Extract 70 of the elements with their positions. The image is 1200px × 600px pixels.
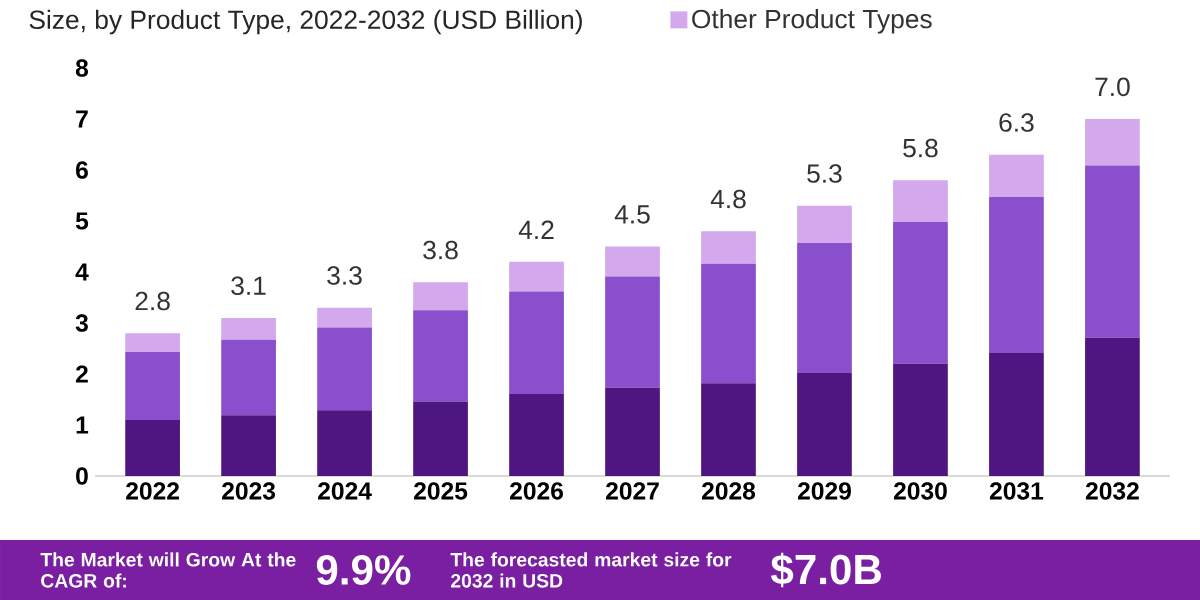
text: 9.9% bbox=[316, 555, 411, 585]
bar bbox=[797, 242, 852, 373]
y-tick-label: 3 bbox=[75, 314, 88, 332]
bar bbox=[989, 154, 1044, 198]
total-label: 4.5 bbox=[614, 205, 650, 224]
bar bbox=[797, 372, 852, 476]
y-tick-label: 6 bbox=[76, 161, 88, 179]
total-label: 4.2 bbox=[518, 220, 554, 239]
total-label: 3.8 bbox=[423, 240, 458, 260]
y-tick-label: 1 bbox=[76, 416, 89, 434]
bar bbox=[1085, 165, 1140, 338]
bar bbox=[413, 401, 468, 476]
bar bbox=[125, 333, 180, 353]
legend-label: Other Product Types bbox=[692, 9, 932, 34]
total-label: 7.0 bbox=[1095, 77, 1130, 97]
bar bbox=[605, 276, 660, 388]
x-tick-label: 2022 bbox=[126, 482, 179, 500]
text: The Market will Grow At the CAGR of: bbox=[40, 552, 296, 588]
y-tick-label: 5 bbox=[75, 212, 89, 230]
y-tick-label: 7 bbox=[76, 110, 88, 128]
total-label: 6.3 bbox=[999, 113, 1034, 132]
bar bbox=[413, 282, 468, 311]
bar bbox=[893, 363, 948, 476]
chart-subtitle: Size, by Product Type, 2022-2032 (USD Billion) bbox=[29, 9, 582, 35]
y-tick-label: 2 bbox=[75, 365, 88, 383]
bar bbox=[509, 261, 564, 292]
y-tick-label: 4 bbox=[75, 263, 89, 281]
bar bbox=[125, 419, 180, 476]
bar bbox=[317, 307, 372, 328]
bar bbox=[605, 387, 660, 476]
bar bbox=[317, 410, 372, 476]
bar bbox=[1085, 337, 1140, 476]
x-tick-label: 2024 bbox=[318, 482, 372, 500]
bar bbox=[893, 222, 948, 364]
text: The forecasted market size for 2032 in USD bbox=[450, 552, 732, 588]
bar bbox=[797, 205, 852, 243]
x-tick-label: 2027 bbox=[606, 482, 659, 500]
x-tick-label: 2026 bbox=[510, 482, 563, 500]
y-tick-label: 8 bbox=[75, 59, 89, 77]
total-label: 5.3 bbox=[807, 164, 842, 183]
bar bbox=[413, 310, 468, 402]
bar bbox=[1085, 119, 1140, 166]
bar bbox=[605, 246, 660, 277]
total-label: 3.3 bbox=[327, 266, 362, 285]
bar bbox=[317, 327, 372, 411]
x-tick-label: 2028 bbox=[701, 482, 756, 500]
total-label: 5.8 bbox=[903, 138, 938, 158]
y-tick-label: 0 bbox=[76, 467, 88, 485]
bar bbox=[509, 291, 564, 394]
bar bbox=[221, 415, 276, 476]
x-tick-label: 2032 bbox=[1085, 482, 1139, 500]
x-tick-label: 2023 bbox=[222, 482, 276, 500]
bar bbox=[989, 197, 1044, 354]
bar bbox=[989, 353, 1044, 476]
bar bbox=[701, 263, 756, 384]
bar bbox=[221, 339, 276, 416]
x-tick-label: 2031 bbox=[989, 482, 1044, 500]
bar bbox=[701, 383, 756, 476]
total-label: 2.8 bbox=[135, 291, 170, 311]
x-tick-label: 2030 bbox=[893, 482, 947, 500]
bar bbox=[125, 352, 180, 420]
x-tick-label: 2029 bbox=[797, 482, 851, 500]
total-label: 4.8 bbox=[710, 189, 746, 209]
bar bbox=[509, 393, 564, 476]
bar bbox=[221, 317, 276, 340]
x-tick-label: 2025 bbox=[414, 482, 468, 500]
bar bbox=[893, 180, 948, 223]
total-label: 3.1 bbox=[231, 276, 266, 296]
text: $7.0B bbox=[770, 552, 881, 588]
bar bbox=[701, 231, 756, 264]
